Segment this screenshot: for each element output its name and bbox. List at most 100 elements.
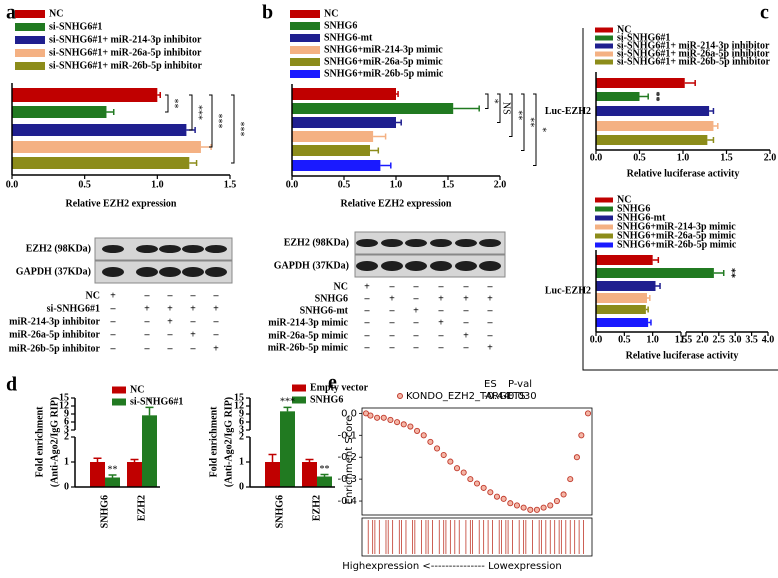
- condition-sign: –: [110, 316, 117, 327]
- significance: *: [489, 99, 500, 104]
- significance: *: [537, 127, 548, 132]
- panel-label: c: [760, 2, 769, 24]
- es-point: [547, 502, 554, 509]
- y-axis-label: (Anti-Ago2/IgG RIP): [223, 397, 234, 487]
- legend-swatch: [595, 233, 613, 239]
- x-tick-label: 2.0: [696, 334, 709, 345]
- condition-label: miR-26b-5p inhibitor: [9, 343, 101, 354]
- error-bar: [707, 137, 715, 143]
- significance-bracket: [165, 94, 169, 113]
- condition-label: SNHG6: [315, 293, 348, 304]
- condition-label: NC: [334, 281, 348, 292]
- condition-sign: –: [144, 343, 151, 354]
- condition-sign: +: [438, 293, 444, 304]
- condition-label: NC: [86, 290, 100, 301]
- condition-sign: –: [389, 330, 396, 341]
- bar: [90, 462, 105, 487]
- error-bar: [305, 458, 314, 462]
- condition-sign: –: [110, 343, 117, 354]
- legend-label: si-SNHG6#1+ miR-26a-5p inhibitor: [49, 47, 202, 58]
- y-axis-label: (Anti-Ago2/IgG RIP): [49, 397, 60, 487]
- significance-bracket: [485, 93, 489, 109]
- es-point: [540, 504, 547, 511]
- error-bar: [106, 109, 115, 115]
- error-bar: [648, 319, 652, 326]
- legend-marker: [397, 393, 403, 399]
- bar: [142, 415, 157, 487]
- significance: **: [725, 268, 736, 278]
- y-tick-label: -0.3: [337, 474, 357, 485]
- bar: [596, 305, 646, 314]
- error-bar: [189, 160, 198, 166]
- condition-sign: –: [463, 317, 470, 328]
- legend-label: SNHG6-mt: [324, 32, 373, 43]
- x-tick-label: 1.0: [646, 334, 659, 345]
- es-point: [460, 469, 467, 476]
- x-tick-label: 1.5: [675, 334, 688, 345]
- error-bar: [709, 108, 715, 114]
- condition-sign: –: [213, 329, 220, 340]
- significance-bracket: [533, 93, 537, 166]
- bar: [292, 145, 370, 156]
- category-label: Luc-EZH2: [545, 285, 591, 296]
- header: ES: [484, 379, 497, 390]
- error-bar: [130, 458, 139, 462]
- y-tick-label: 1: [64, 456, 69, 467]
- legend-label: SNHG6+miR-214-3p mimic: [324, 44, 443, 55]
- condition-sign: –: [438, 330, 445, 341]
- legend-label: si-SNHG6#1: [617, 32, 670, 43]
- es-point: [560, 491, 567, 498]
- blot-band: [205, 245, 227, 253]
- x-axis-label: Relative EZH2 expression: [66, 198, 177, 209]
- blot-band: [182, 267, 204, 277]
- x-tick-label: 3.5: [745, 334, 758, 345]
- blot-band: [136, 267, 158, 277]
- error-bar: [647, 295, 651, 301]
- error-bar: [373, 133, 387, 140]
- bar: [596, 92, 640, 101]
- condition-sign: –: [364, 317, 371, 328]
- legend-label: si-SNHG6#1+ miR-26b-5p inhibitor: [49, 60, 203, 71]
- condition-sign: +: [438, 317, 444, 328]
- condition-sign: +: [487, 342, 493, 353]
- significance: ***: [280, 397, 295, 408]
- blot-band: [102, 267, 124, 277]
- legend-swatch: [595, 242, 613, 248]
- blot-band: [136, 245, 158, 253]
- legend-swatch: [595, 51, 613, 57]
- blot-band: [205, 267, 227, 277]
- significance-bracket: [231, 94, 235, 164]
- condition-sign: +: [167, 303, 173, 314]
- category-label: SNHG6: [99, 495, 110, 528]
- blot-band: [479, 261, 501, 271]
- legend-swatch: [595, 197, 613, 203]
- es-point: [414, 427, 421, 434]
- es-point: [493, 493, 501, 500]
- condition-sign: –: [144, 329, 151, 340]
- es-point: [453, 465, 461, 472]
- condition-label: miR-214-3p mimic: [268, 317, 348, 328]
- condition-sign: –: [389, 342, 396, 353]
- condition-sign: –: [389, 281, 396, 292]
- legend-label: NC: [49, 8, 63, 19]
- legend-swatch: [290, 70, 320, 78]
- significance: ***: [193, 105, 204, 120]
- x-tick-label: 1.0: [677, 152, 690, 163]
- es-point: [520, 504, 527, 511]
- error-bar: [396, 91, 399, 97]
- es-point: [400, 421, 407, 428]
- x-tick-label: 2.0: [764, 152, 777, 163]
- condition-label: miR-214-3p inhibitor: [9, 316, 100, 327]
- y-tick-label: 6: [64, 416, 69, 427]
- es-point: [578, 432, 585, 439]
- x-tick-label: 1.0: [390, 179, 403, 190]
- condition-sign: –: [190, 316, 197, 327]
- bar: [596, 135, 708, 145]
- error-bar: [396, 119, 402, 126]
- legend-label: KONDO_EZH2_TARGETS: [406, 391, 526, 402]
- blot-band: [405, 261, 427, 271]
- condition-sign: –: [438, 281, 445, 292]
- legend-label: NC: [324, 8, 338, 19]
- y-tick-label: -0.4: [337, 496, 357, 507]
